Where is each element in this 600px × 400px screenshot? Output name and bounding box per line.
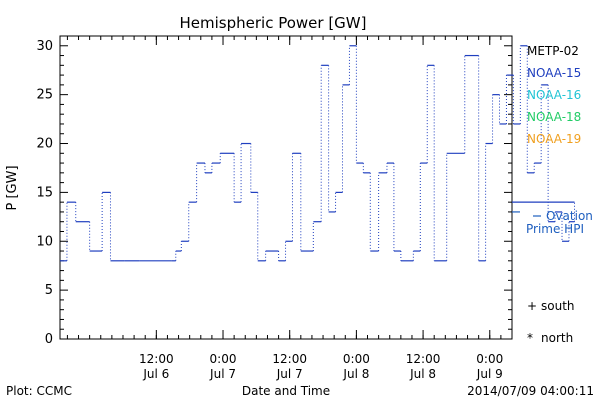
y-tick-label: 15 — [36, 185, 53, 200]
south-marker-symbol: + — [527, 299, 537, 313]
x-tick-date: Jul 7 — [209, 367, 236, 381]
y-tick-label: 5 — [45, 283, 53, 298]
marker-key: + south * north — [527, 299, 575, 345]
x-tick-time: 12:00 — [139, 352, 174, 366]
x-tick-date: Jul 8 — [409, 367, 436, 381]
south-marker-label: south — [541, 299, 575, 313]
x-tick-time: 0:00 — [476, 352, 503, 366]
ovation-label-line1: Ovation — [546, 209, 593, 223]
legend: METP-02 NOAA-15 NOAA-16 NOAA-18 NOAA-19 — [527, 44, 581, 146]
north-marker-label: north — [541, 331, 573, 345]
plot-frame — [59, 35, 513, 340]
x-tick-time: 12:00 — [406, 352, 441, 366]
y-tick-label: 25 — [36, 88, 53, 103]
y-axis-label: P [GW] — [5, 165, 20, 210]
legend-entry: NOAA-19 — [527, 132, 581, 146]
footer-credit: Plot: CCMC — [6, 384, 72, 398]
x-axis-label: Date and Time — [242, 384, 330, 398]
y-tick-label: 20 — [36, 137, 53, 152]
legend-entry: NOAA-15 — [527, 66, 581, 80]
chart-title: Hemispheric Power [GW] — [180, 14, 367, 32]
north-marker-symbol: * — [527, 331, 533, 345]
y-tick-label: 0 — [45, 332, 53, 347]
x-tick-date: Jul 8 — [342, 367, 369, 381]
x-tick-date: Jul 7 — [276, 367, 303, 381]
ovation-label: Ovation Prime HPI — [526, 209, 593, 236]
ovation-label-line2: Prime HPI — [526, 222, 584, 236]
y-axis: 0 5 10 15 20 25 30 — [36, 35, 512, 347]
series-layer — [60, 45, 576, 262]
x-tick-time: 12:00 — [272, 352, 307, 366]
x-tick-date: Jul 9 — [476, 367, 503, 381]
x-tick-time: 0:00 — [343, 352, 370, 366]
x-tick-time: 0:00 — [210, 352, 237, 366]
legend-entry: METP-02 — [527, 44, 579, 58]
footer-timestamp: 2014/07/09 04:00:11 — [467, 384, 594, 398]
legend-entry: NOAA-18 — [527, 110, 581, 124]
y-tick-label: 30 — [36, 39, 53, 54]
legend-entry: NOAA-16 — [527, 88, 581, 102]
x-tick-date: Jul 6 — [142, 367, 169, 381]
y-tick-label: 10 — [36, 234, 53, 249]
